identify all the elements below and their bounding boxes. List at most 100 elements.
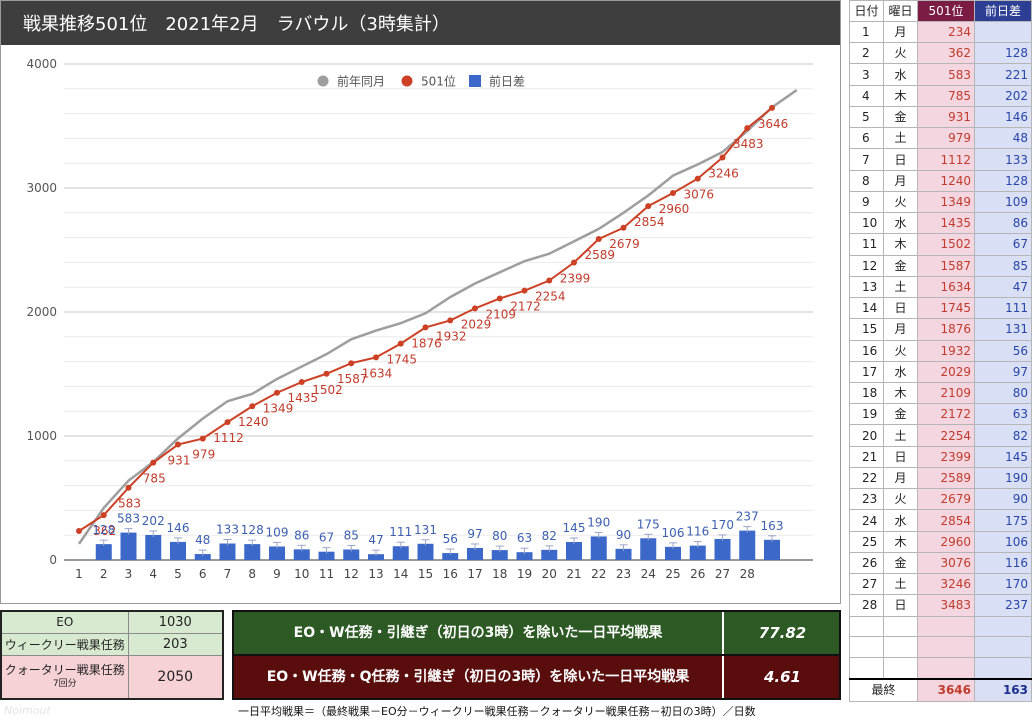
table-empty-row xyxy=(849,636,1032,659)
total-label: 最終 xyxy=(849,677,918,702)
table-row: 12 金 1587 85 xyxy=(849,254,1032,277)
diff-bar xyxy=(714,538,731,560)
cell-date: 17 xyxy=(849,360,884,383)
cell-daily-diff: 86 xyxy=(974,212,1032,235)
cell-weekday: 火 xyxy=(883,42,918,65)
rank501-point xyxy=(274,389,280,396)
cell-date: 27 xyxy=(849,573,884,596)
cell-empty xyxy=(849,615,884,638)
cell-rank-value: 1502 xyxy=(917,233,975,256)
x-tick-label: 24 xyxy=(641,567,656,581)
diff-bar xyxy=(491,550,508,560)
diff-data-label: 47 xyxy=(368,533,383,547)
diff-data-label: 111 xyxy=(389,525,412,539)
diff-data-label: 146 xyxy=(167,521,190,535)
rank501-point xyxy=(694,175,701,182)
rank501-point xyxy=(373,354,379,361)
legend-marker xyxy=(317,75,329,87)
prev-year-line xyxy=(77,89,798,545)
x-tick-label: 23 xyxy=(616,567,631,581)
eo-row: EO 1030 xyxy=(0,610,224,634)
header-daily-diff: 前日差 xyxy=(974,0,1032,22)
diff-data-label: 67 xyxy=(319,531,334,545)
rank501-data-label: 1240 xyxy=(238,415,269,429)
cell-rank-value: 979 xyxy=(917,127,975,150)
rank501-data-label: 3076 xyxy=(683,188,714,202)
diff-data-label: 90 xyxy=(616,528,631,542)
cell-rank-value: 2399 xyxy=(917,445,975,468)
rank501-point xyxy=(521,287,528,294)
diff-data-label: 86 xyxy=(294,528,309,542)
table-row: 23 火 2679 90 xyxy=(849,488,1032,511)
cell-weekday: 火 xyxy=(883,339,918,362)
x-tick-label: 2 xyxy=(100,567,108,581)
quarterly-row: クォータリー戦果任務 7回分 2050 xyxy=(0,654,224,700)
diff-bar xyxy=(665,546,681,560)
rank501-point xyxy=(620,224,627,231)
cell-empty xyxy=(917,615,975,638)
rank501-point xyxy=(249,403,256,410)
cell-empty xyxy=(849,636,884,659)
cell-weekday: 土 xyxy=(883,275,918,299)
cell-empty xyxy=(974,636,1032,659)
cell-weekday: 水 xyxy=(883,63,918,86)
rank501-data-label: 3246 xyxy=(708,166,739,180)
cell-empty xyxy=(883,615,918,638)
header-rank-value: 501位 xyxy=(917,0,975,22)
x-tick-label: 20 xyxy=(542,567,557,581)
diff-data-label: 48 xyxy=(195,533,210,547)
cell-rank-value: 1349 xyxy=(917,190,975,214)
rank501-data-label: 979 xyxy=(192,448,215,462)
diff-bar xyxy=(739,530,756,560)
cell-daily-diff: 145 xyxy=(974,445,1032,468)
cell-daily-diff: 80 xyxy=(974,381,1032,405)
summary-average-1-label: EO・W任務・引継ぎ（初日の3時）を除いた一日平均戦果 xyxy=(234,612,724,654)
rank501-data-label: 2679 xyxy=(609,237,640,251)
cell-daily-diff: 56 xyxy=(974,339,1032,362)
cell-date: 6 xyxy=(849,127,884,150)
cell-rank-value: 2254 xyxy=(917,424,975,447)
cell-weekday: 水 xyxy=(883,360,918,383)
cell-rank-value: 1932 xyxy=(917,339,975,362)
weekly-value: 203 xyxy=(127,632,224,656)
chart-title: 戦果推移501位 2021年2月 ラバウル（3時集計） xyxy=(23,14,450,35)
chart-panel: 戦果推移501位 2021年2月 ラバウル（3時集計） 362 583 785 931… xyxy=(0,0,841,604)
cell-rank-value: 785 xyxy=(917,84,975,107)
diff-data-label: 109 xyxy=(266,525,289,539)
table-row: 17 水 2029 97 xyxy=(849,360,1032,383)
diff-bar xyxy=(516,552,533,560)
cell-daily-diff: 48 xyxy=(974,127,1032,150)
rank501-data-label: 2960 xyxy=(659,202,690,216)
cell-weekday: 月 xyxy=(883,169,918,192)
table-row: 13 土 1634 47 xyxy=(849,275,1032,299)
x-tick-label: 18 xyxy=(492,567,507,581)
quarterly-label: クォータリー戦果任務 xyxy=(4,662,125,677)
diff-data-label: 583 xyxy=(117,512,140,526)
cell-rank-value: 1112 xyxy=(917,148,975,171)
cell-rank-value: 2679 xyxy=(917,488,975,511)
cell-weekday: 土 xyxy=(883,573,918,596)
rank501-point xyxy=(125,484,132,491)
table-row: 16 火 1932 56 xyxy=(849,339,1032,362)
cell-date: 3 xyxy=(849,63,884,86)
cell-date: 23 xyxy=(849,488,884,511)
x-tick-label: 19 xyxy=(517,567,532,581)
cell-weekday: 火 xyxy=(883,190,918,214)
rank501-data-label: 583 xyxy=(118,497,141,511)
cell-daily-diff: 221 xyxy=(974,63,1032,86)
x-tick-label: 28 xyxy=(740,567,755,581)
cell-weekday: 金 xyxy=(883,403,918,426)
diff-bar xyxy=(392,546,409,560)
diff-data-label: 106 xyxy=(662,526,685,540)
rank501-data-label: 1876 xyxy=(411,336,442,350)
diff-bar xyxy=(219,543,236,560)
cell-date: 25 xyxy=(849,530,884,553)
cell-date: 22 xyxy=(849,466,884,490)
rank501-point xyxy=(323,370,330,377)
rank501-data-label: 1634 xyxy=(362,366,393,380)
table-row: 18 木 2109 80 xyxy=(849,381,1032,405)
x-tick-label: 16 xyxy=(443,567,458,581)
cell-daily-diff: 106 xyxy=(974,530,1032,553)
rank501-data-label: 362 xyxy=(93,524,116,538)
table-row: 24 水 2854 175 xyxy=(849,509,1032,532)
